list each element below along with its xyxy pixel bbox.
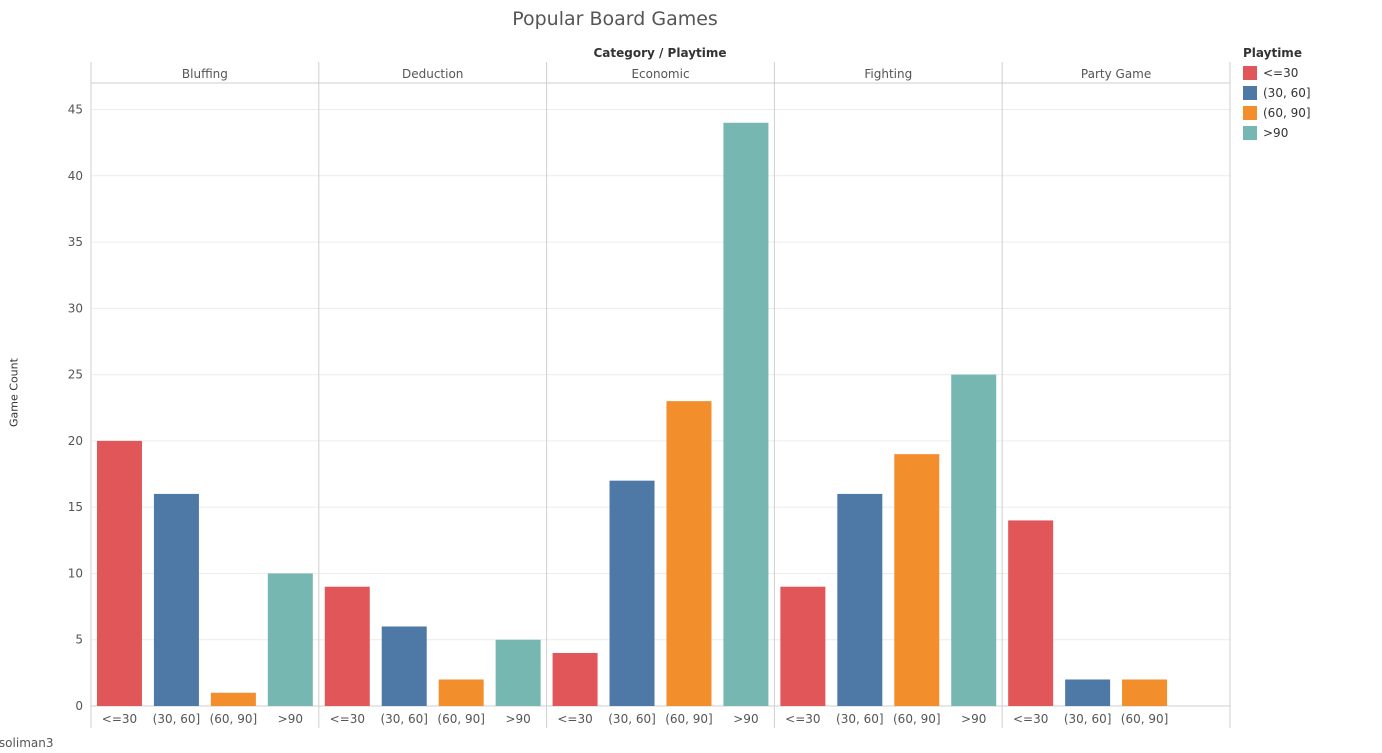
category-header: Party Game xyxy=(1081,67,1151,81)
bar[interactable] xyxy=(438,679,484,706)
legend-item[interactable]: (30, 60] xyxy=(1243,83,1311,103)
x-tick-label: <=30 xyxy=(557,712,592,726)
bar[interactable] xyxy=(552,652,598,706)
bar[interactable] xyxy=(894,454,940,706)
x-tick-label: (60, 90] xyxy=(437,712,485,726)
bar[interactable] xyxy=(381,626,427,706)
y-tick-label: 15 xyxy=(68,500,83,514)
bar[interactable] xyxy=(153,493,199,706)
legend-swatch xyxy=(1243,66,1257,80)
x-tick-label: (30, 60] xyxy=(153,712,201,726)
x-tick-label: (60, 90] xyxy=(1121,712,1169,726)
x-tick-label: <=30 xyxy=(1013,712,1048,726)
legend-label: >90 xyxy=(1263,126,1289,140)
x-tick-label: <=30 xyxy=(785,712,820,726)
column-header: Category / Playtime xyxy=(593,46,727,60)
x-tick-label: (30, 60] xyxy=(608,712,656,726)
author-credit: rsoliman3 xyxy=(0,736,54,750)
x-tick-label: (30, 60] xyxy=(836,712,884,726)
x-tick-label: >90 xyxy=(505,712,530,726)
x-tick-label: <=30 xyxy=(102,712,137,726)
y-tick-label: 20 xyxy=(68,434,83,448)
y-tick-label: 40 xyxy=(68,169,83,183)
legend-swatch xyxy=(1243,126,1257,140)
y-tick-label: 30 xyxy=(68,301,83,315)
bar[interactable] xyxy=(723,122,769,706)
bar[interactable] xyxy=(951,374,997,706)
legend-label: <=30 xyxy=(1263,66,1299,80)
bar[interactable] xyxy=(495,639,541,706)
bar[interactable] xyxy=(96,440,142,706)
category-header: Deduction xyxy=(402,67,463,81)
legend-swatch xyxy=(1243,86,1257,100)
bar[interactable] xyxy=(324,586,370,706)
bar[interactable] xyxy=(210,692,256,706)
bar[interactable] xyxy=(1122,679,1168,706)
bar[interactable] xyxy=(1008,520,1054,706)
category-header: Fighting xyxy=(864,67,912,81)
y-tick-label: 5 xyxy=(75,633,83,647)
x-tick-label: (30, 60] xyxy=(1064,712,1112,726)
x-tick-label: (60, 90] xyxy=(665,712,713,726)
y-tick-label: 45 xyxy=(68,103,83,117)
bar[interactable] xyxy=(1065,679,1111,706)
category-header: Economic xyxy=(631,67,689,81)
y-tick-label: 0 xyxy=(75,699,83,713)
bar[interactable] xyxy=(780,586,826,706)
x-tick-label: >90 xyxy=(733,712,758,726)
bar[interactable] xyxy=(666,401,712,706)
y-tick-label: 35 xyxy=(68,235,83,249)
x-tick-label: (30, 60] xyxy=(380,712,428,726)
x-tick-label: >90 xyxy=(278,712,303,726)
chart-title: Popular Board Games xyxy=(512,8,718,30)
bar[interactable] xyxy=(267,573,313,706)
legend: Playtime <=30 (30, 60] (60, 90] >90 xyxy=(1243,46,1311,143)
bar-chart: 0 5 10 15 20 25 30 35 40 45 Bluffing <=30 (30, 60] (6… xyxy=(68,62,1231,728)
category-header: Bluffing xyxy=(182,67,228,81)
bar[interactable] xyxy=(837,493,883,706)
x-tick-label: >90 xyxy=(961,712,986,726)
legend-item[interactable]: >90 xyxy=(1243,123,1311,143)
y-tick-label: 25 xyxy=(68,368,83,382)
legend-label: (60, 90] xyxy=(1263,106,1311,120)
legend-title: Playtime xyxy=(1243,46,1302,60)
legend-label: (30, 60] xyxy=(1263,86,1311,100)
legend-item[interactable]: (60, 90] xyxy=(1243,103,1311,123)
y-tick-label: 10 xyxy=(68,566,83,580)
legend-item[interactable]: <=30 xyxy=(1243,63,1311,83)
legend-swatch xyxy=(1243,106,1257,120)
x-tick-label: (60, 90] xyxy=(210,712,258,726)
x-tick-label: (60, 90] xyxy=(893,712,941,726)
bar[interactable] xyxy=(609,480,655,706)
x-tick-label: <=30 xyxy=(330,712,365,726)
